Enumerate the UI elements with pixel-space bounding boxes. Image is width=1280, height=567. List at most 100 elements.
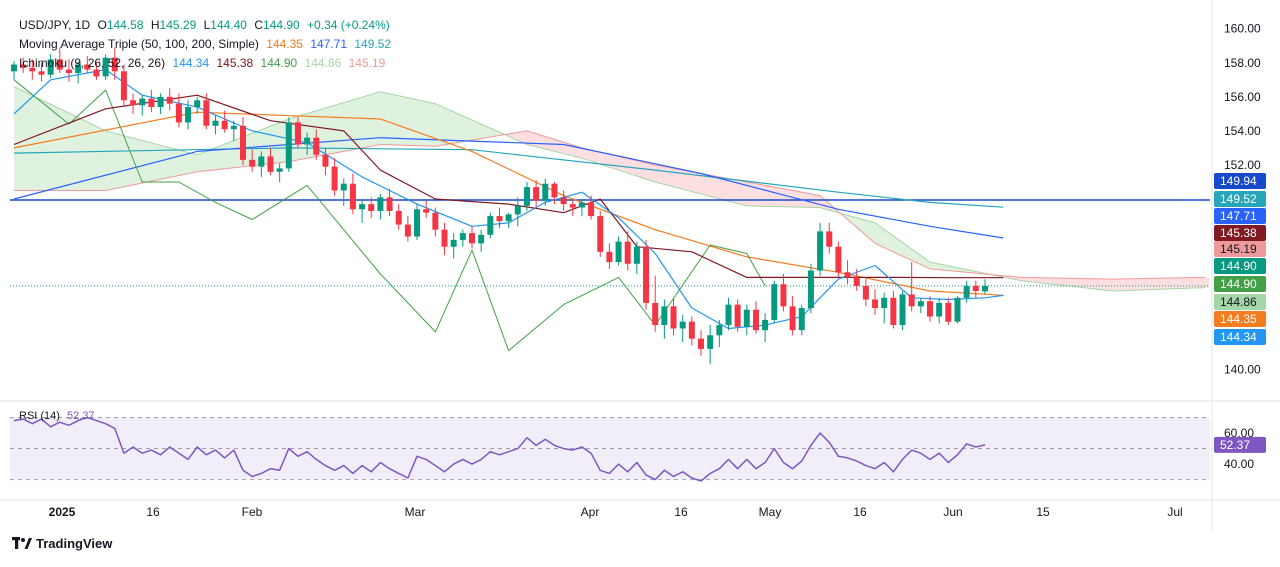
- candle-body: [249, 159, 256, 167]
- candle-body: [734, 304, 741, 327]
- cloud-segment: [467, 117, 472, 141]
- candle-body: [29, 67, 36, 72]
- candle-body: [276, 168, 283, 172]
- candle-body: [707, 335, 714, 349]
- cloud-segment: [655, 164, 660, 184]
- candle-body: [533, 187, 540, 201]
- cloud-segment: [531, 132, 537, 147]
- cloud-segment: [540, 135, 546, 150]
- candle-body: [294, 122, 301, 145]
- candle-body: [258, 156, 265, 167]
- cloud-segment: [870, 221, 876, 244]
- cloud-segment: [439, 105, 445, 146]
- legend-ma50-value: 144.35: [266, 37, 303, 51]
- cloud-segment: [618, 156, 624, 172]
- cloud-segment: [110, 132, 115, 190]
- candle-body: [578, 202, 585, 208]
- cloud-segment: [275, 122, 280, 164]
- cloud-segment: [1026, 277, 1031, 282]
- brand-name: TradingView: [36, 536, 113, 551]
- cloud-segment: [36, 97, 42, 191]
- cloud-segment: [1140, 278, 1146, 290]
- cloud-segment: [348, 99, 353, 151]
- candle-body: [331, 166, 338, 191]
- candle-body: [450, 239, 457, 247]
- cloud-segment: [549, 138, 555, 152]
- candle-body: [304, 137, 311, 145]
- cloud-segment: [220, 144, 225, 170]
- legend-chikou-value: 144.90: [260, 56, 298, 70]
- candle-body: [652, 302, 659, 326]
- candle-body: [487, 216, 494, 235]
- cloud-segment: [591, 150, 596, 163]
- cloud-segment: [948, 265, 953, 271]
- price-tick-label: 152.00: [1224, 158, 1261, 172]
- cloud-segment: [1131, 278, 1137, 291]
- cloud-segment: [384, 92, 390, 145]
- cloud-segment: [1053, 277, 1059, 285]
- legend-close-value: 144.90: [263, 18, 300, 32]
- candle-body: [441, 229, 448, 247]
- cloud-segment: [930, 262, 935, 270]
- candle-body: [551, 183, 558, 198]
- cloud-segment: [352, 98, 358, 150]
- cloud-segment: [884, 229, 889, 250]
- cloud-segment: [604, 153, 610, 168]
- cloud-segment: [577, 146, 582, 159]
- rsi-tick-label: 60.00: [1224, 426, 1254, 440]
- candle-body: [469, 233, 475, 244]
- candle-body: [890, 297, 897, 326]
- cloud-segment: [114, 133, 120, 189]
- legend-span-b-value: 145.19: [348, 56, 386, 70]
- cloud-segment: [1067, 278, 1072, 287]
- cloud-segment: [902, 242, 908, 259]
- cloud-segment: [1145, 278, 1150, 290]
- candle-body: [84, 64, 91, 70]
- candle-body: [194, 100, 201, 108]
- candle-body: [643, 246, 650, 303]
- cloud-segment: [435, 103, 440, 147]
- candle-body: [505, 214, 512, 222]
- cloud-segment: [206, 149, 211, 171]
- cloud-segment: [1195, 277, 1201, 288]
- cloud-segment: [691, 171, 697, 193]
- price-badge-label: 149.94: [1220, 174, 1257, 188]
- candle-body: [340, 183, 347, 191]
- candle-body: [936, 302, 943, 317]
- cloud-segment: [1163, 278, 1169, 290]
- cloud-segment: [18, 88, 24, 191]
- cloud-segment: [714, 176, 720, 199]
- tradingview-logo[interactable]: TradingView: [12, 536, 112, 551]
- candle-body: [432, 212, 439, 230]
- cloud-segment: [192, 153, 198, 173]
- cloud-segment: [517, 131, 523, 143]
- cloud-segment: [229, 140, 234, 169]
- cloud-segment: [417, 99, 422, 146]
- tradingview-icon: [12, 536, 32, 549]
- cloud-segment: [247, 133, 253, 167]
- cloud-segment: [613, 155, 619, 171]
- cloud-segment: [334, 104, 340, 154]
- candles: [11, 47, 988, 365]
- cloud-segment: [1021, 277, 1027, 282]
- cloud-segment: [559, 140, 564, 154]
- cloud-segment: [664, 166, 669, 186]
- price-badge-label: 144.35: [1220, 312, 1257, 326]
- candle-body: [230, 125, 237, 130]
- rsi-tick-label: 40.00: [1224, 457, 1254, 471]
- cloud-segment: [1108, 278, 1114, 292]
- cloud-segment: [96, 126, 102, 191]
- cloud-segment: [1191, 277, 1196, 289]
- cloud-segment: [659, 165, 665, 185]
- cloud-segment: [879, 226, 885, 248]
- price-badge: [1214, 329, 1266, 345]
- cloud-segment: [939, 263, 944, 271]
- candle-body: [597, 216, 604, 252]
- candle-body: [945, 302, 952, 322]
- cloud-segment: [472, 120, 477, 141]
- cloud-segment: [815, 194, 821, 208]
- cloud-segment: [586, 149, 592, 162]
- price-badge-label: 149.52: [1220, 192, 1257, 206]
